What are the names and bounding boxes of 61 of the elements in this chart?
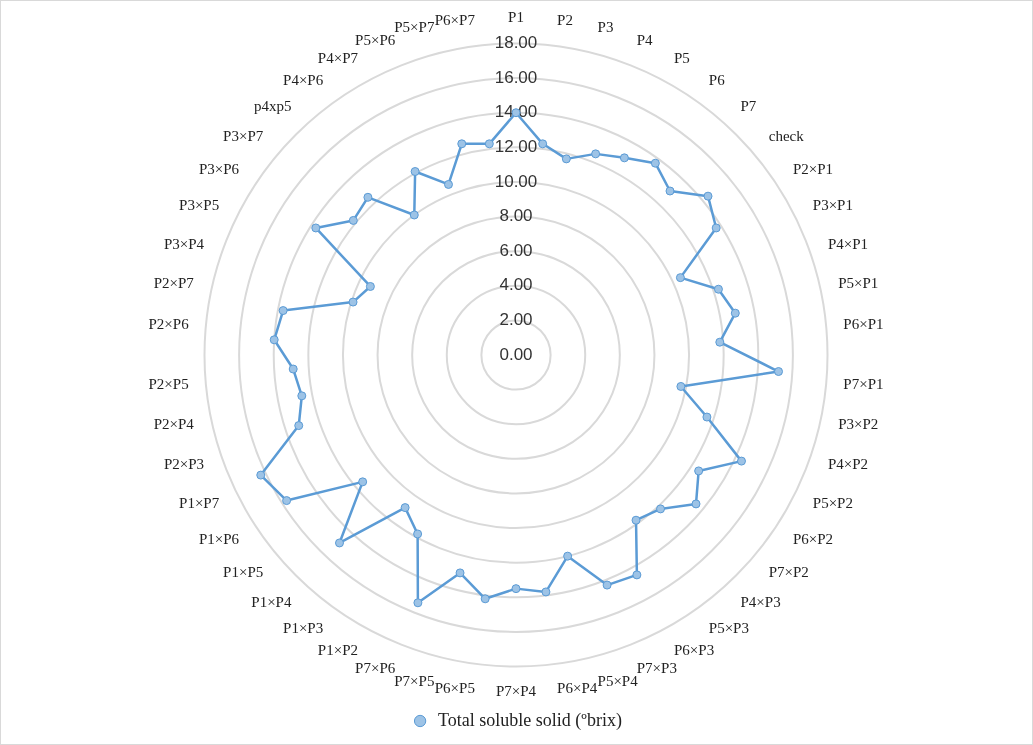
spoke-label: P1×P5 (223, 564, 264, 581)
spoke-label: P3×P1 (812, 197, 853, 214)
y-tick-label: 8.00 (499, 206, 533, 226)
spoke-label: P6×P3 (674, 642, 715, 659)
spoke-label: P2×P4 (153, 416, 195, 433)
spoke-label: P6 (708, 71, 726, 88)
spoke-label: P5×P7 (394, 19, 435, 36)
spoke-label: P2×P6 (148, 316, 190, 333)
spoke-label: P6×P7 (434, 11, 476, 28)
spoke-label: P2×P1 (792, 161, 834, 178)
spoke-label: P3×P4 (163, 235, 205, 252)
spoke-label: P7×P6 (355, 659, 396, 676)
spoke-label: P7×P4 (495, 682, 537, 699)
spoke-label: P3 (597, 19, 614, 36)
spoke-label: P2×P7 (153, 275, 195, 292)
spoke-label: P7×P5 (394, 672, 435, 689)
spoke-label: P5×P2 (812, 494, 853, 511)
spoke-label: P1×P6 (198, 530, 240, 547)
spoke-label: P4 (636, 31, 654, 48)
spoke-label: P4×P6 (283, 71, 324, 88)
spoke-label: P7×P2 (768, 564, 809, 581)
spoke-label: P7×P3 (636, 659, 677, 676)
spoke-label: P3×P7 (223, 127, 264, 144)
spoke-label: P7 (740, 97, 757, 114)
spoke-label: P6×P2 (792, 530, 834, 547)
y-tick-label: 0.00 (499, 344, 533, 364)
spoke-label: P5×P1 (838, 275, 879, 292)
spoke-label: P2×P3 (163, 456, 205, 473)
spoke-label: P3×P2 (838, 416, 879, 433)
y-tick-label: 12.00 (494, 137, 538, 157)
legend-label: Total soluble solid (ºbrix) (438, 709, 622, 731)
spoke-label: P4×P1 (827, 235, 869, 252)
y-tick-label: 6.00 (499, 240, 533, 260)
spoke-label: P6×P5 (434, 680, 475, 697)
spoke-label: P1×P4 (251, 594, 292, 611)
spoke-label: P5×P3 (708, 620, 749, 637)
spoke-label: P3×P6 (198, 161, 240, 178)
spoke-label: p4xp5 (253, 97, 292, 114)
spoke-label: P5×P6 (355, 31, 396, 48)
y-tick-label: 14.00 (494, 102, 538, 122)
spoke-label: P2×P5 (148, 375, 189, 392)
spoke-label: P5×P4 (597, 672, 639, 689)
spoke-label: P6×P1 (843, 316, 884, 333)
y-tick-label: 4.00 (499, 275, 533, 295)
spoke-label: P5 (674, 49, 690, 66)
spoke-label: P1 (508, 8, 524, 25)
spoke-label: check (768, 127, 805, 144)
spoke-label: P4×P7 (317, 49, 359, 66)
spoke-label: P4×P2 (827, 456, 869, 473)
spoke-label: P3×P5 (179, 197, 220, 214)
y-tick-label: 16.00 (494, 67, 538, 87)
spoke-label: P1×P7 (179, 494, 220, 511)
spoke-label: P6×P4 (557, 680, 598, 697)
spoke-label: P7×P1 (843, 375, 884, 392)
spoke-label: P1×P3 (283, 620, 324, 637)
spoke-label: P1×P2 (317, 642, 358, 659)
spoke-label: P2 (557, 11, 573, 28)
spoke-label: P4×P3 (740, 594, 781, 611)
y-tick-label: 18.00 (494, 33, 538, 53)
y-tick-label: 2.00 (499, 310, 533, 330)
y-tick-label: 10.00 (494, 171, 538, 191)
